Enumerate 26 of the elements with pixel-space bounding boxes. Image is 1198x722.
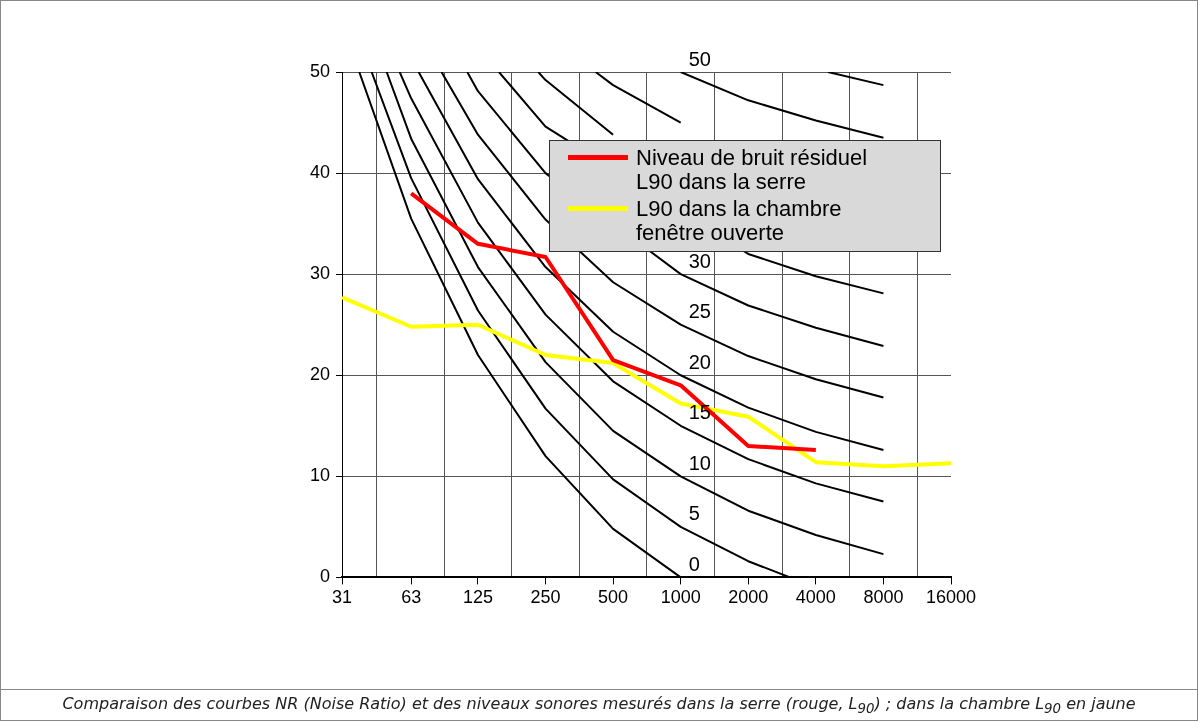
x-tick-label: 8000 — [863, 587, 904, 608]
x-tick-label: 16000 — [925, 587, 977, 608]
y-tick-label: 40 — [309, 162, 331, 183]
legend-label: Niveau de bruit résiduel L90 dans la serre — [636, 145, 869, 194]
y-tick-label: 20 — [309, 364, 331, 385]
x-tick-label: 500 — [598, 587, 629, 608]
series-label: 5 — [688, 502, 700, 525]
series-label: 30 — [688, 249, 711, 272]
y-tick-label: 0 — [320, 566, 331, 587]
series-label: 10 — [688, 451, 711, 474]
series-label: 50 — [688, 47, 711, 70]
x-tick-label: 2000 — [728, 587, 769, 608]
text: Comparaison des courbes NR (Noise Ratio) et des niveaux sonores mesurés dans la serre (rouge, L$_{90}$) ; dans la chambre L$_{90}$ en jaune — [0, 690, 1198, 721]
y-tick-label: 30 — [309, 263, 331, 284]
series-label: 0 — [688, 552, 700, 575]
x-tick-label: 125 — [462, 587, 493, 608]
x-tick-label: 250 — [530, 587, 561, 608]
series-label: 25 — [688, 300, 711, 323]
x-tick-label: 4000 — [795, 587, 836, 608]
x-tick-label: 31 — [332, 587, 353, 608]
y-tick-label: 10 — [309, 465, 331, 486]
legend-label: L90 dans la chambre fenêtre ouverte — [636, 196, 843, 245]
y-tick-label: 50 — [309, 60, 331, 81]
x-tick-label: 63 — [401, 587, 422, 608]
x-tick-label: 1000 — [660, 587, 701, 608]
series-label: 20 — [688, 350, 711, 373]
